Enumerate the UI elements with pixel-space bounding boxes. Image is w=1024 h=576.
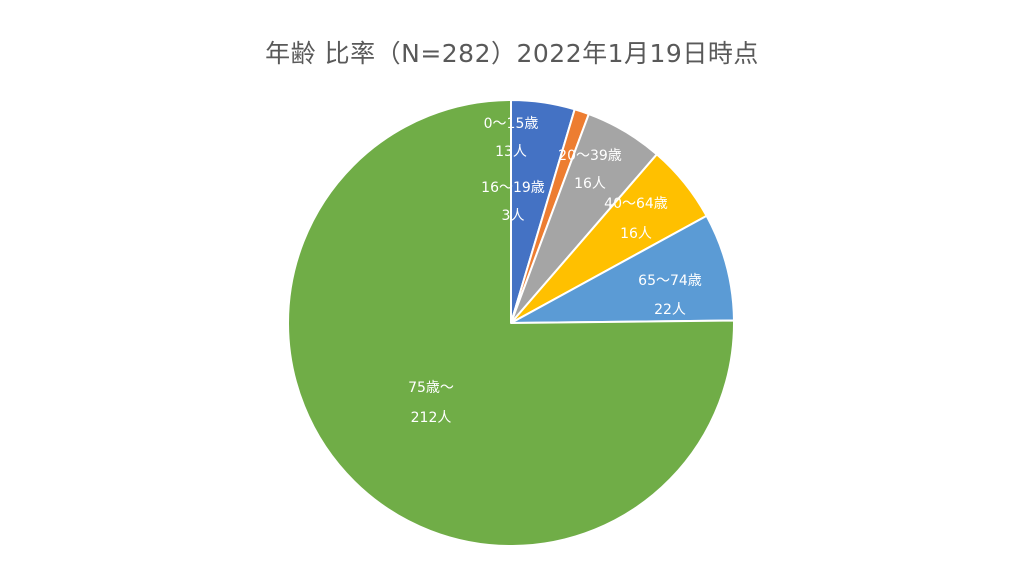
slice-category-label: 20～39歳 — [558, 148, 622, 164]
slice-value-label: 13人 — [495, 144, 527, 160]
pie-slices — [287, 99, 735, 547]
chart-title: 年齢 比率（N=282）2022年1月19日時点 — [265, 39, 759, 68]
slice-value-label: 16人 — [574, 176, 606, 192]
slice-category-label: 16～19歳 — [481, 180, 545, 196]
slice-category-label: 75歳～ — [408, 380, 454, 396]
slice-value-label: 212人 — [411, 410, 452, 426]
pie-labels: 0～15歳 13人 16～19歳 3人 20～39歳 16人 40～64歳 16人 65～74歳… — [408, 116, 702, 426]
slice-category-label: 0～15歳 — [484, 116, 539, 132]
pie-slice — [287, 99, 735, 547]
slice-category-label: 40～64歳 — [604, 196, 668, 212]
slice-value-label: 3人 — [502, 208, 525, 224]
slice-category-label: 65～74歳 — [638, 273, 702, 289]
pie-slice — [510, 214, 735, 324]
slice-value-label: 22人 — [654, 302, 686, 318]
slice-value-label: 16人 — [620, 226, 652, 242]
